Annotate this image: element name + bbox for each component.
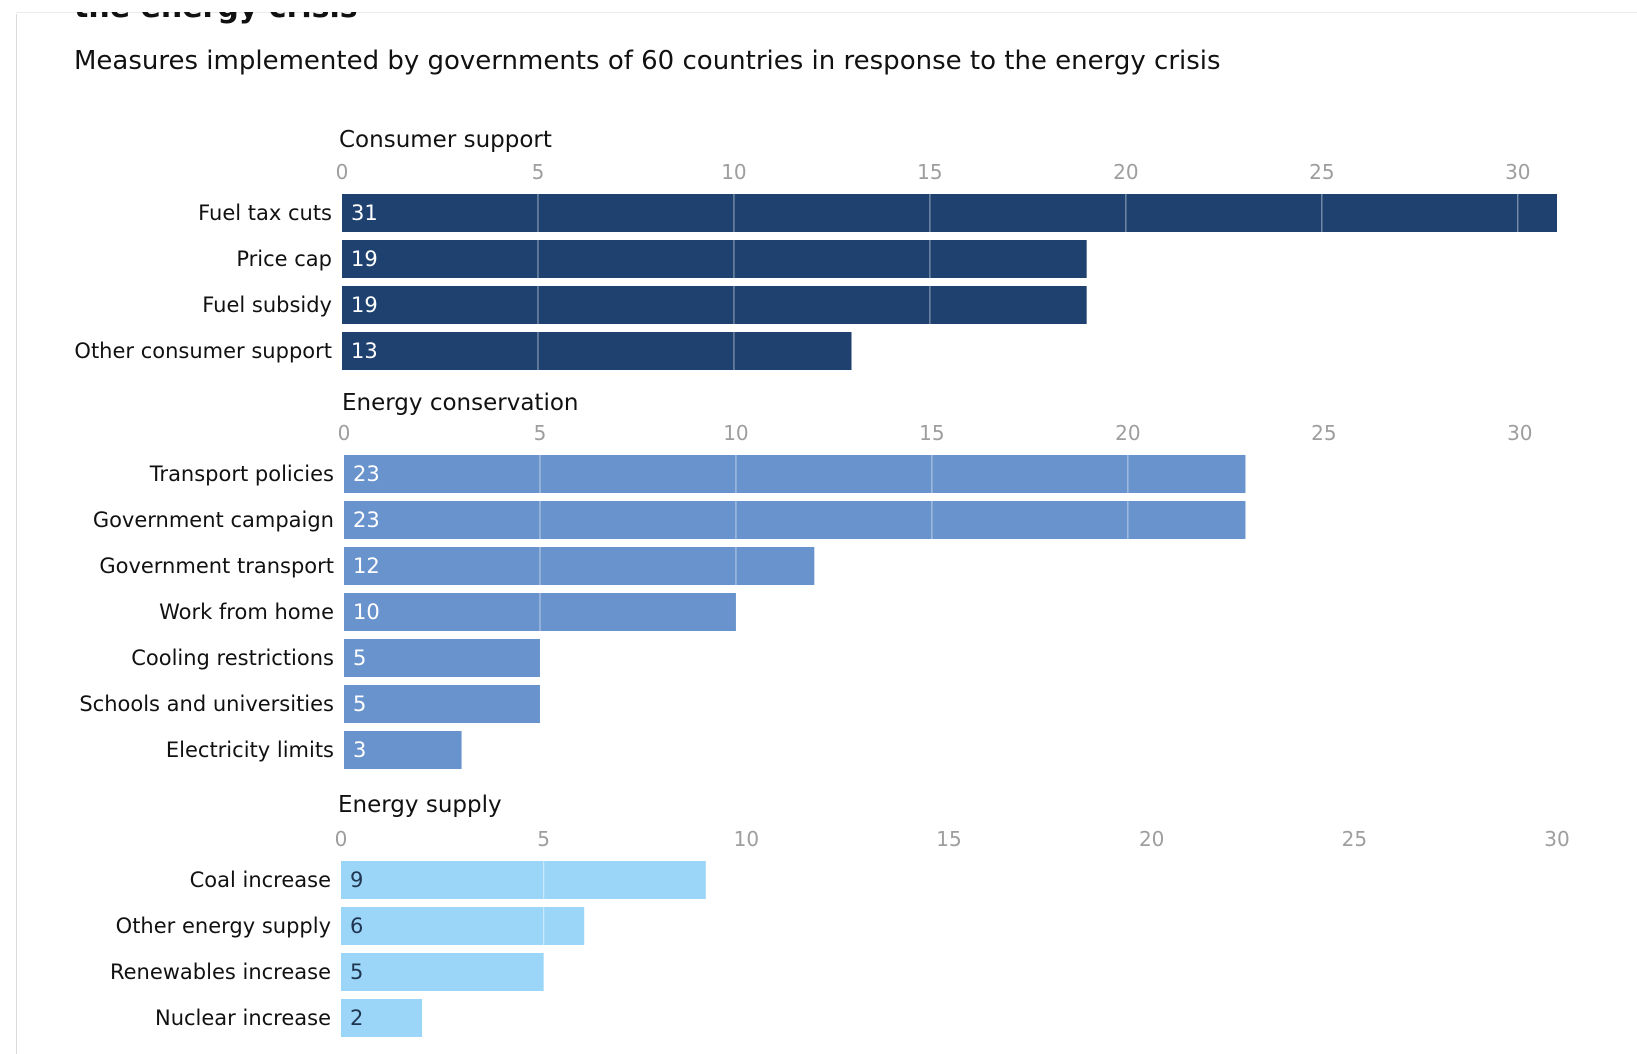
category-label: Government transport [99,554,334,578]
category-label: Work from home [159,600,334,624]
data-label: 19 [351,293,378,317]
x-tick-label: 25 [1309,160,1334,184]
x-tick-label: 30 [1505,160,1530,184]
bar [342,332,852,370]
x-tick-label: 10 [734,827,759,851]
data-label: 13 [351,339,378,363]
frame-left-border [16,14,17,1054]
category-label: Other consumer support [74,339,332,363]
category-label: Electricity limits [166,738,334,762]
category-label: Nuclear increase [155,1006,331,1030]
x-tick-label: 5 [534,421,547,445]
bar [344,501,1246,539]
data-label: 5 [353,692,366,716]
data-label: 2 [350,1006,363,1030]
x-tick-label: 5 [537,827,550,851]
x-tick-label: 5 [532,160,545,184]
x-tick-label: 20 [1139,827,1164,851]
category-label: Coal increase [190,868,331,892]
cut-off-title-text: the energy crisis [74,12,358,25]
data-label: 5 [353,646,366,670]
x-tick-label: 0 [335,827,348,851]
category-label: Schools and universities [79,692,334,716]
panel-title: Energy conservation [342,390,578,416]
bar [341,953,544,991]
data-label: 10 [353,600,380,624]
bar [342,240,1087,278]
bar [344,639,540,677]
x-tick-label: 25 [1342,827,1367,851]
bar [344,685,540,723]
data-label: 3 [353,738,366,762]
bar [342,286,1087,324]
x-tick-label: 15 [917,160,942,184]
data-label: 23 [353,508,380,532]
data-label: 5 [350,960,363,984]
category-label: Renewables increase [110,960,331,984]
data-label: 12 [353,554,380,578]
x-tick-label: 25 [1311,421,1336,445]
category-label: Fuel tax cuts [198,201,332,225]
panel-title: Consumer support [339,127,552,153]
x-tick-label: 30 [1544,827,1569,851]
category-label: Government campaign [93,508,334,532]
data-label: 6 [350,914,363,938]
x-tick-label: 15 [936,827,961,851]
category-label: Other energy supply [116,914,331,938]
category-label: Fuel subsidy [202,293,332,317]
x-tick-label: 20 [1113,160,1138,184]
panel-title: Energy supply [338,792,502,818]
x-tick-label: 10 [723,421,748,445]
bar [344,547,815,585]
category-label: Cooling restrictions [131,646,334,670]
bar [344,731,462,769]
frame-top-border [16,12,1637,13]
bar [344,455,1246,493]
category-label: Transport policies [149,462,334,486]
data-label: 19 [351,247,378,271]
x-tick-label: 0 [338,421,351,445]
data-label: 9 [350,868,363,892]
x-tick-label: 20 [1115,421,1140,445]
data-label: 23 [353,462,380,486]
data-label: 31 [351,201,378,225]
cut-off-title: the energy crisis [74,12,374,28]
bar [341,999,423,1037]
x-tick-label: 15 [919,421,944,445]
x-tick-label: 0 [336,160,349,184]
chart-subtitle: Measures implemented by governments of 6… [74,46,1221,76]
bar [341,907,585,945]
bar [341,861,706,899]
bar [342,194,1557,232]
x-tick-label: 10 [721,160,746,184]
x-tick-label: 30 [1507,421,1532,445]
category-label: Price cap [236,247,332,271]
